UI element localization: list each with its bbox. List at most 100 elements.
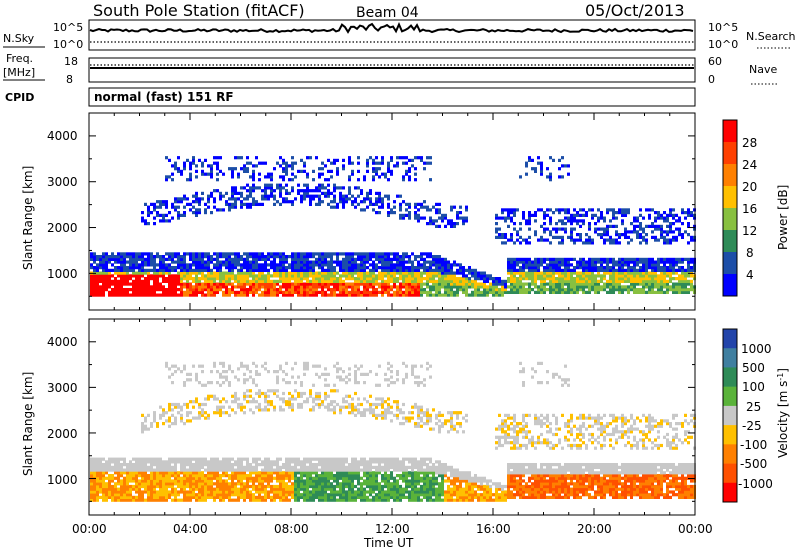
heatmap-cell [102, 271, 105, 275]
heatmap-cell [261, 277, 264, 281]
heatmap-cell [630, 271, 633, 275]
heatmap-cell [222, 487, 225, 491]
heatmap-cell [231, 463, 234, 467]
heatmap-cell [411, 271, 414, 275]
heatmap-cell [678, 219, 681, 223]
heatmap-cell [183, 257, 186, 261]
heatmap-cell [306, 183, 309, 187]
heatmap-cell [174, 268, 177, 272]
heatmap-cell [321, 277, 324, 281]
heatmap-cell [513, 266, 516, 270]
power-panel: Slant Range [km] 4000 3000 2000 1000 28 … [21, 112, 790, 311]
heatmap-cell [372, 290, 375, 294]
heatmap-cell [213, 476, 216, 480]
heatmap-cell [465, 205, 468, 209]
heatmap-cell [282, 200, 285, 204]
heatmap-cell [192, 255, 195, 259]
heatmap-cell [99, 484, 102, 489]
heatmap-cell [324, 191, 327, 195]
heatmap-cell [672, 235, 675, 239]
heatmap-cell [360, 290, 363, 294]
heatmap-cell [183, 161, 186, 165]
heatmap-cell [423, 161, 426, 165]
heatmap-cell [357, 186, 360, 190]
heatmap-cell [624, 279, 627, 283]
heatmap-cell [291, 266, 294, 270]
heatmap-cell [99, 487, 102, 491]
heatmap-cell [597, 227, 600, 231]
heatmap-cell [513, 268, 516, 272]
heatmap-cell [216, 381, 219, 385]
heatmap-cell [168, 285, 171, 289]
heatmap-cell [369, 202, 372, 206]
heatmap-cell [162, 413, 165, 417]
heatmap-cell [480, 271, 483, 275]
heatmap-cell [654, 282, 657, 286]
heatmap-cell [108, 279, 111, 283]
heatmap-cell [177, 266, 180, 270]
heatmap-cell [228, 490, 231, 494]
heatmap-cell [186, 411, 189, 415]
heatmap-cell [429, 216, 432, 220]
heatmap-cell [213, 279, 216, 283]
heatmap-cell [321, 274, 324, 278]
heatmap-cell [288, 282, 291, 286]
heatmap-cell [213, 263, 216, 267]
heatmap-cell [303, 161, 306, 165]
heatmap-cell [294, 260, 297, 264]
heatmap-cell [495, 216, 498, 220]
heatmap-cell [219, 282, 222, 286]
heatmap-cell [177, 479, 180, 483]
heatmap-cell [123, 263, 126, 267]
heatmap-cell [114, 257, 117, 261]
heatmap-cell [558, 288, 561, 292]
heatmap-cell [144, 263, 147, 267]
heatmap-cell [393, 290, 396, 294]
heatmap-cell [207, 263, 210, 267]
heatmap-cell [279, 255, 282, 259]
heatmap-cell [435, 282, 438, 286]
heatmap-cell [561, 235, 564, 239]
heatmap-cell [177, 405, 180, 409]
heatmap-cell [483, 288, 486, 292]
heatmap-cell [252, 288, 255, 292]
heatmap-cell [138, 490, 141, 494]
heatmap-cell [114, 463, 117, 467]
heatmap-cell [342, 285, 345, 289]
heatmap-cell [312, 189, 315, 193]
heatmap-cell [573, 208, 576, 212]
heatmap-cell [558, 290, 561, 294]
heatmap-cell [315, 202, 318, 206]
heatmap-cell [375, 172, 378, 176]
heatmap-cell [183, 282, 186, 286]
heatmap-cell [429, 178, 432, 182]
heatmap-cell [102, 482, 105, 486]
heatmap-cell [414, 282, 417, 286]
heatmap-cell [150, 463, 153, 467]
heatmap-cell [210, 172, 213, 176]
heatmap-cell [153, 413, 156, 417]
heatmap-cell [414, 268, 417, 272]
heatmap-cell [168, 419, 171, 423]
heatmap-cell [195, 277, 198, 281]
heatmap-cell [240, 167, 243, 171]
heatmap-cell [180, 487, 183, 491]
heatmap-cell [255, 405, 258, 409]
heatmap-cell [291, 167, 294, 171]
heatmap-cell [156, 255, 159, 259]
heatmap-cell [231, 252, 234, 256]
heatmap-cell [339, 274, 342, 278]
heatmap-cell [105, 257, 108, 261]
heatmap-cell [540, 290, 543, 294]
heatmap-cell [558, 282, 561, 286]
heatmap-cell [639, 257, 642, 261]
heatmap-cell [411, 268, 414, 272]
heatmap-cell [183, 271, 186, 275]
heatmap-cell [549, 288, 552, 292]
colorbar-swatch [723, 164, 737, 187]
heatmap-cell [348, 252, 351, 256]
heatmap-cell [123, 288, 126, 292]
heatmap-cell [237, 277, 240, 281]
heatmap-cell [357, 288, 360, 292]
heatmap-cell [534, 211, 537, 215]
